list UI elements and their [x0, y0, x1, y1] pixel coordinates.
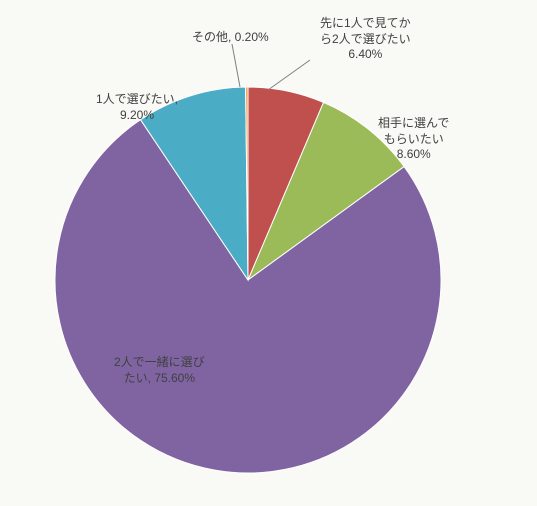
slice-label-2: 2人で一緒に選び たい, 75.60% [114, 355, 205, 386]
slice-label-3: 1人で選びたい, 9.20% [96, 92, 178, 123]
leader-line-0 [268, 60, 310, 90]
slice-label-0: 先に1人で見てか ら2人で選びたい 6.40% [320, 16, 411, 63]
pie-chart [0, 0, 537, 501]
slice-label-4: その他, 0.20% [192, 30, 269, 46]
pie-chart-container [0, 0, 537, 501]
slice-label-1: 相手に選んで もらいたい 8.60% [378, 116, 449, 163]
leader-line-1 [232, 44, 240, 87]
